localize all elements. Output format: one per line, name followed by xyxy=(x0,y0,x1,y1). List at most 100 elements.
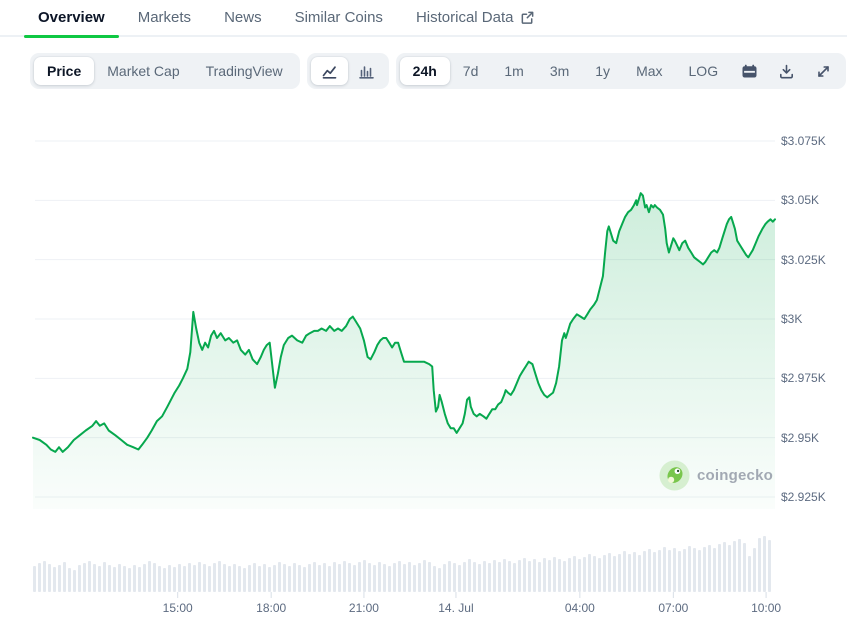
volume-bar xyxy=(133,565,136,592)
range-1m-button[interactable]: 1m xyxy=(491,57,536,85)
coingecko-gecko-icon xyxy=(659,460,690,491)
volume-bar xyxy=(523,558,526,592)
volume-bar xyxy=(228,566,231,592)
volume-bar xyxy=(213,563,216,592)
external-link-icon xyxy=(520,10,535,25)
volume-bar xyxy=(223,564,226,592)
download-button[interactable] xyxy=(768,57,805,85)
price-line xyxy=(32,192,776,453)
volume-bar xyxy=(393,563,396,592)
volume-bar xyxy=(548,560,551,592)
metric-market-cap-button[interactable]: Market Cap xyxy=(94,57,192,85)
volume-bar xyxy=(758,538,761,592)
volume-bar xyxy=(258,566,261,592)
volume-bar xyxy=(128,568,131,592)
tab-markets[interactable]: Markets xyxy=(124,0,205,36)
tab-historical-data[interactable]: Historical Data xyxy=(402,0,550,36)
volume-bar xyxy=(208,566,211,592)
range-3m-button[interactable]: 3m xyxy=(537,57,582,85)
volume-bar xyxy=(118,564,121,592)
volume-bar xyxy=(303,567,306,592)
range-24h-button[interactable]: 24h xyxy=(399,57,450,85)
volume-bar xyxy=(123,566,126,592)
range-max-button[interactable]: Max xyxy=(623,57,675,85)
volume-bar xyxy=(83,563,86,592)
volume-bar xyxy=(78,565,81,592)
range-7d-button[interactable]: 7d xyxy=(450,57,492,85)
volume-bar xyxy=(613,556,616,592)
volume-bar xyxy=(243,568,246,592)
range-1y-button[interactable]: 1y xyxy=(582,57,623,85)
volume-bar xyxy=(358,562,361,592)
volume-bar xyxy=(558,559,561,592)
volume-bar xyxy=(653,552,656,592)
volume-bar xyxy=(388,566,391,592)
volume-bar xyxy=(53,567,56,592)
volume-bar xyxy=(733,541,736,592)
tab-markets-label: Markets xyxy=(137,9,192,26)
volume-bar xyxy=(478,564,481,592)
volume-bar xyxy=(743,543,746,592)
volume-bar xyxy=(353,565,356,592)
volume-bar xyxy=(413,565,416,592)
volume-bar xyxy=(98,566,101,592)
volume-bar xyxy=(138,567,141,592)
log-scale-button[interactable]: LOG xyxy=(676,57,732,85)
volume-bar xyxy=(588,554,591,592)
volume-bar xyxy=(713,548,716,592)
volume-bar xyxy=(668,550,671,592)
volume-bar xyxy=(463,562,466,592)
volume-bar xyxy=(168,565,171,592)
volume-bar xyxy=(408,562,411,592)
x-axis-label: 21:00 xyxy=(348,601,379,615)
volume-bar xyxy=(678,551,681,592)
volume-bar xyxy=(253,563,256,592)
volume-bar xyxy=(563,561,566,592)
active-tab-underline xyxy=(24,35,119,38)
volume-bar xyxy=(418,563,421,592)
coin-page-tabs: Overview Markets News Similar Coins Hist… xyxy=(0,0,847,38)
volume-bar xyxy=(688,546,691,592)
volume-bar xyxy=(593,556,596,592)
volume-bar xyxy=(158,566,161,592)
volume-bar xyxy=(568,558,571,592)
volume-bar xyxy=(363,560,366,592)
tab-news[interactable]: News xyxy=(210,0,276,36)
volume-bar xyxy=(708,545,711,592)
volume-bar xyxy=(218,561,221,592)
volume-bar xyxy=(383,564,386,592)
fullscreen-button[interactable] xyxy=(805,57,842,85)
tab-similar-coins[interactable]: Similar Coins xyxy=(281,0,397,36)
volume-bar xyxy=(143,564,146,592)
volume-bar xyxy=(33,566,36,592)
metric-tradingview-button[interactable]: TradingView xyxy=(193,57,296,85)
calendar-button[interactable] xyxy=(731,57,768,85)
x-axis-label: 07:00 xyxy=(658,601,689,615)
volume-bar xyxy=(498,562,501,592)
volume-bar xyxy=(403,564,406,592)
volume-bar xyxy=(438,568,441,592)
volume-bar xyxy=(693,548,696,592)
volume-bar xyxy=(538,562,541,592)
volume-bar xyxy=(178,564,181,592)
y-axis-label: $3.025K xyxy=(781,252,826,267)
price-area-fill xyxy=(33,193,775,509)
volume-bar xyxy=(108,565,111,592)
volume-bar xyxy=(623,551,626,592)
volume-bar xyxy=(718,544,721,592)
y-axis-label: $2.95K xyxy=(781,430,820,445)
volume-bar xyxy=(453,563,456,592)
chart-style-line-button[interactable] xyxy=(310,57,348,85)
metric-price-button[interactable]: Price xyxy=(34,57,95,85)
chart-style-bar-button[interactable] xyxy=(348,57,385,85)
volume-bar xyxy=(513,563,516,592)
volume-bar xyxy=(373,565,376,592)
volume-bar xyxy=(433,566,436,592)
volume-bar xyxy=(198,562,201,592)
volume-bar xyxy=(748,556,751,592)
tab-overview[interactable]: Overview xyxy=(24,0,119,38)
volume-bar xyxy=(473,562,476,592)
volume-bar xyxy=(368,563,371,592)
volume-bar xyxy=(308,564,311,592)
